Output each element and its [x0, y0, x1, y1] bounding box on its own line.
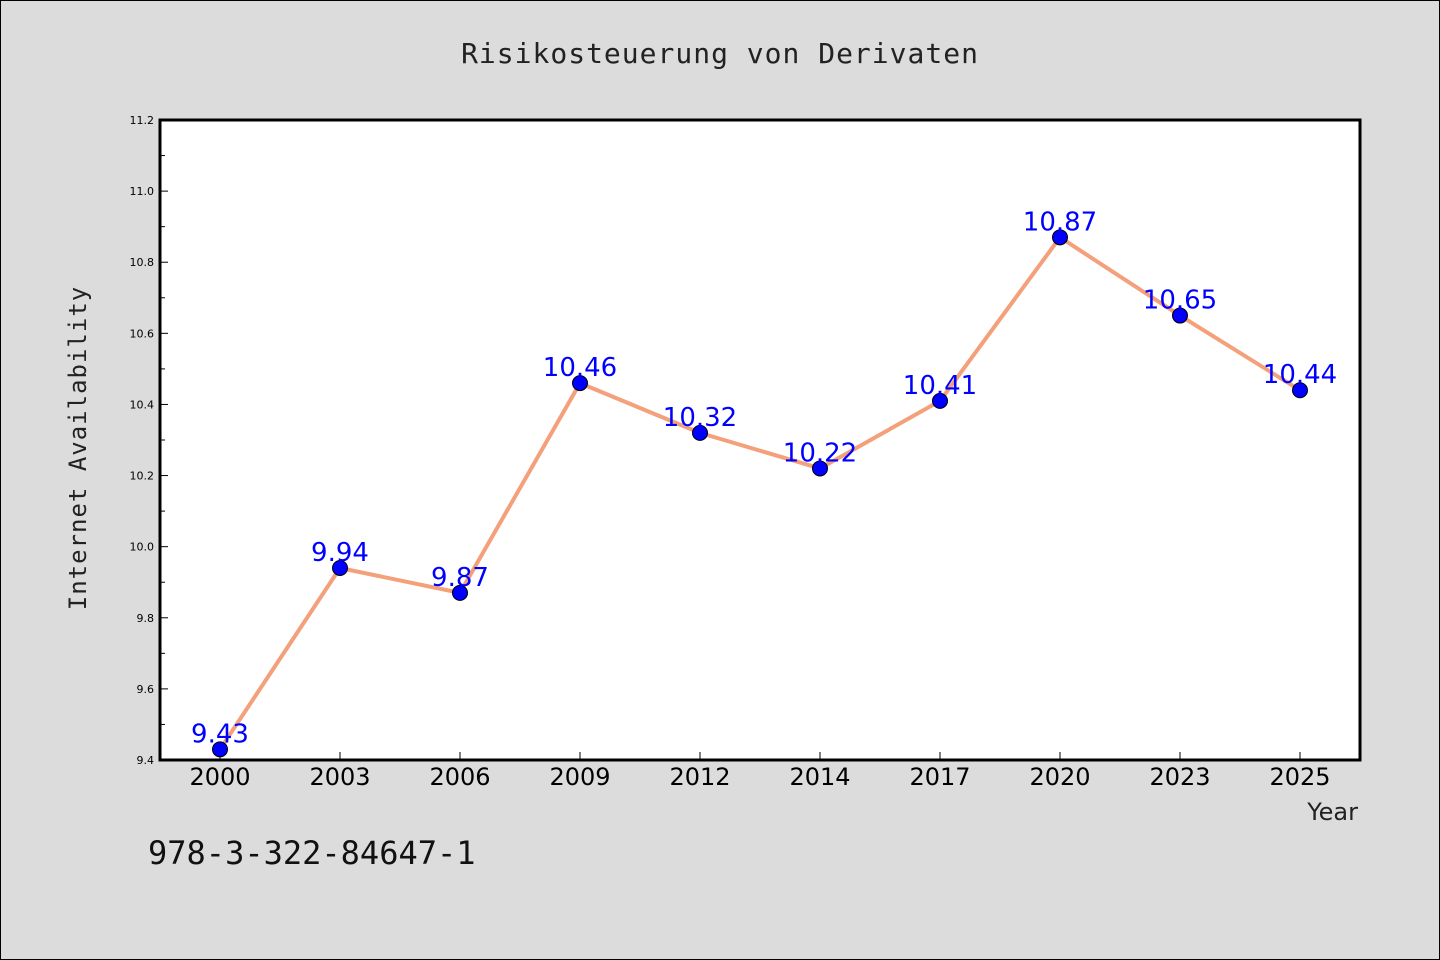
y-tick-label: 10.0	[130, 541, 155, 554]
data-point	[212, 741, 228, 758]
y-tick-label: 9.8	[137, 612, 155, 625]
x-tick-label: 2023	[1149, 763, 1210, 791]
data-point	[692, 424, 708, 441]
series-layer: 9.43 9.94 9.87 10.46 10.32 10.22 10.41 10.87 10.…	[191, 207, 1337, 758]
x-tick-label: 2009	[549, 763, 610, 791]
plot-area	[158, 118, 1362, 762]
x-tick-label: 2012	[669, 763, 730, 791]
y-tick-label: 11.0	[130, 185, 155, 198]
data-point	[932, 392, 948, 409]
y-tick-label: 9.6	[137, 683, 155, 696]
y-tick-label: 9.4	[137, 754, 155, 767]
x-axis-label: Year	[1306, 798, 1358, 826]
data-label: 10.87	[1023, 207, 1097, 237]
data-point	[812, 460, 828, 477]
data-point	[332, 560, 348, 576]
data-label: 10.65	[1143, 286, 1217, 316]
chart-title: Risikosteuerung von Derivaten	[461, 37, 979, 70]
data-label: 10.44	[1263, 360, 1337, 390]
y-tick-label: 10.2	[130, 470, 155, 483]
x-tick-label: 2017	[909, 763, 970, 791]
data-point	[1172, 307, 1188, 324]
y-tick-label: 10.8	[130, 256, 155, 269]
y-axis-label: Internet Availability	[64, 286, 92, 610]
data-label: 9.94	[311, 538, 369, 568]
data-label: 9.43	[191, 719, 249, 749]
y-axis: 9.4 9.6 9.8 10.0 10.2 10.4 10.6 10.8 11.0 11.2	[130, 114, 168, 767]
data-point	[1052, 229, 1068, 246]
footer-isbn: 978-3-322-84647-1	[148, 834, 476, 872]
data-label: 10.46	[543, 353, 617, 383]
x-tick-label: 2014	[789, 763, 850, 791]
y-tick-label: 11.2	[130, 114, 155, 127]
data-point	[572, 375, 588, 392]
x-tick-label: 2006	[429, 763, 490, 791]
x-tick-label: 2025	[1269, 763, 1330, 791]
x-axis: 2000 2003 2006 2009 2012 2014 2017 2020 2023 2025	[189, 752, 1331, 791]
series-line	[218, 235, 1302, 751]
x-tick-label: 2020	[1029, 763, 1090, 791]
data-point	[452, 584, 468, 601]
data-label: 10.22	[783, 438, 857, 468]
data-point	[1292, 382, 1308, 399]
data-label: 9.87	[431, 563, 489, 593]
y-tick-label: 10.6	[130, 327, 155, 340]
x-tick-label: 2003	[309, 763, 370, 791]
data-label: 10.41	[903, 371, 977, 401]
data-label: 10.32	[663, 403, 737, 433]
y-tick-label: 10.4	[130, 398, 155, 411]
x-tick-label: 2000	[189, 763, 250, 791]
